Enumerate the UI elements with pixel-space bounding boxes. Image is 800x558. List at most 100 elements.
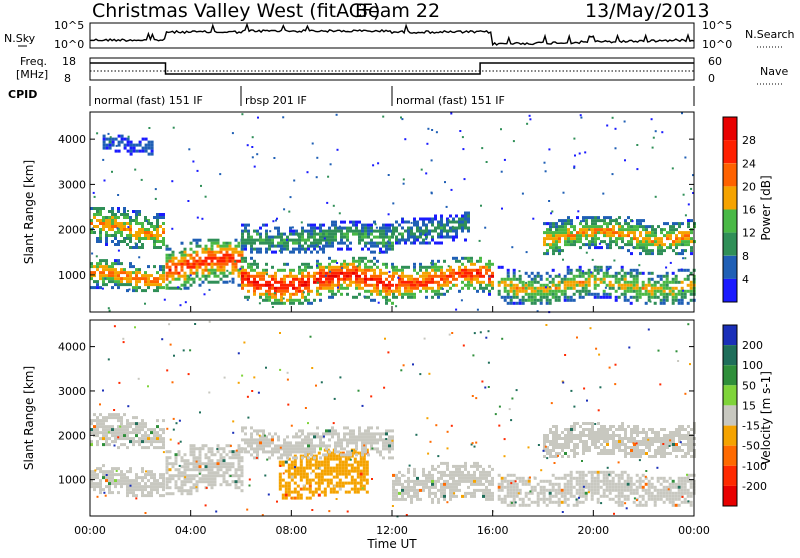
- velocity-cell-510: [220, 462, 223, 465]
- power-noise-109: [586, 220, 588, 222]
- velocity-cell-638: [297, 491, 300, 494]
- power-cell-2057: [627, 284, 630, 287]
- velocity-cell-534: [229, 450, 232, 453]
- power-cell-1845: [534, 302, 537, 305]
- power-cell-2384: [603, 240, 606, 243]
- power-cell-602: [241, 284, 244, 287]
- velocity-cell-524: [223, 480, 226, 483]
- power-cell-1422: [419, 269, 422, 272]
- velocity-cell-1053: [328, 450, 331, 453]
- velocity-cell-258: [129, 491, 132, 494]
- power-cell-1793: [516, 278, 519, 281]
- power-noise-1: [192, 161, 194, 163]
- power-cell-288: [135, 271, 138, 274]
- velocity-cell-1307: [443, 474, 446, 477]
- velocity-cell-1219: [407, 471, 410, 474]
- velocity-cell-1408: [479, 489, 482, 492]
- velocity-cell-245: [126, 476, 129, 479]
- velocity-cell-557: [238, 444, 241, 447]
- velocity-cell-1451: [501, 486, 504, 489]
- power-cell-1360: [395, 272, 398, 275]
- velocity-cell-183: [93, 476, 96, 479]
- power-noise-203: [110, 136, 112, 138]
- velocity-cell-1392: [473, 489, 476, 492]
- velocity-cell-1483: [513, 492, 516, 495]
- power-cell-1412: [413, 287, 416, 290]
- velocity-cell-1581: [564, 483, 567, 486]
- power-cell-882: [340, 293, 343, 296]
- power-cell-2652: [145, 150, 148, 153]
- velocity-cell-663: [306, 461, 309, 464]
- velocity-cell-143: [147, 440, 150, 443]
- power-cell-1079: [265, 242, 268, 245]
- velocity-cell-1198: [395, 495, 398, 498]
- power-cell-655: [262, 278, 265, 281]
- power-cell-448: [199, 257, 202, 260]
- velocity-cell-203: [102, 488, 105, 491]
- velocity-cell-1804: [654, 489, 657, 492]
- power-cell-771: [304, 263, 307, 266]
- power-cell-2343: [588, 246, 591, 249]
- velocity-cell-105: [132, 422, 135, 425]
- power-cell-1583: [485, 272, 488, 275]
- velocity-cell-149: [150, 443, 153, 446]
- power-cell-1787: [513, 284, 516, 287]
- velocity-cell-383: [184, 465, 187, 468]
- power-cell-35: [105, 222, 108, 225]
- velocity-cell-540: [229, 483, 232, 486]
- velocity-cell-1250: [419, 483, 422, 486]
- power-cell-965: [370, 278, 373, 281]
- velocity-cell-564: [238, 465, 241, 468]
- power-cell-642: [256, 281, 259, 284]
- power-cell-2000: [600, 296, 603, 299]
- velocity-cell-311: [156, 482, 159, 485]
- velocity-cell-1947: [561, 437, 564, 440]
- power-cell-66: [114, 237, 117, 240]
- power-cell-1712: [449, 227, 452, 230]
- power-cell-2199: [687, 284, 690, 287]
- power-cell-966: [370, 284, 373, 287]
- velocity-cell-1546: [546, 504, 549, 507]
- power-cell-1514: [455, 278, 458, 281]
- power-cell-2073: [633, 281, 636, 284]
- velocity-cell-351: [172, 477, 175, 480]
- power-cell-1457: [431, 287, 434, 290]
- power-cell-2310: [576, 231, 579, 234]
- power-cell-254: [117, 274, 120, 277]
- power-noise-81: [548, 200, 550, 202]
- velocity-cell-1485: [513, 498, 516, 501]
- velocity-cell-1264: [425, 486, 428, 489]
- power-cell-20: [99, 219, 102, 222]
- power-cell-285: [132, 286, 135, 289]
- power-noise-192: [501, 171, 503, 173]
- velocity-cell-54: [111, 425, 114, 428]
- power-cell-618: [247, 284, 250, 287]
- velocity-cell-1950: [561, 449, 564, 452]
- velocity-cell-1848: [672, 501, 675, 504]
- power-cell-1485: [440, 293, 443, 296]
- power-cell-1008: [385, 287, 388, 290]
- velocity-cell-393: [187, 465, 190, 468]
- velocity-cell-610: [288, 485, 291, 488]
- velocity-cell-36: [105, 416, 108, 419]
- velocity-cell-1043: [322, 453, 325, 456]
- power-noise-10: [448, 219, 450, 221]
- power-cell-987: [376, 290, 379, 293]
- velocity-cell-937: [268, 456, 271, 459]
- power-cell-762: [301, 272, 304, 275]
- power-cell-222: [105, 259, 108, 262]
- velocity-cell-884: [244, 447, 247, 450]
- power-cell-2116: [651, 290, 654, 293]
- power-cell-776: [304, 284, 307, 287]
- velocity-cell-1935: [555, 437, 558, 440]
- power-cell-251: [117, 259, 120, 262]
- power-cell-29: [102, 219, 105, 222]
- velocity-cell-1652: [591, 480, 594, 483]
- power-cell-1167: [310, 245, 313, 248]
- velocity-cell-1209: [401, 489, 404, 492]
- power-cell-2045: [624, 272, 627, 275]
- velocity-cell-379: [181, 492, 184, 495]
- power-noise-37: [602, 193, 604, 195]
- velocity-cell-1846: [672, 495, 675, 498]
- velocity-cell-835: [357, 467, 360, 470]
